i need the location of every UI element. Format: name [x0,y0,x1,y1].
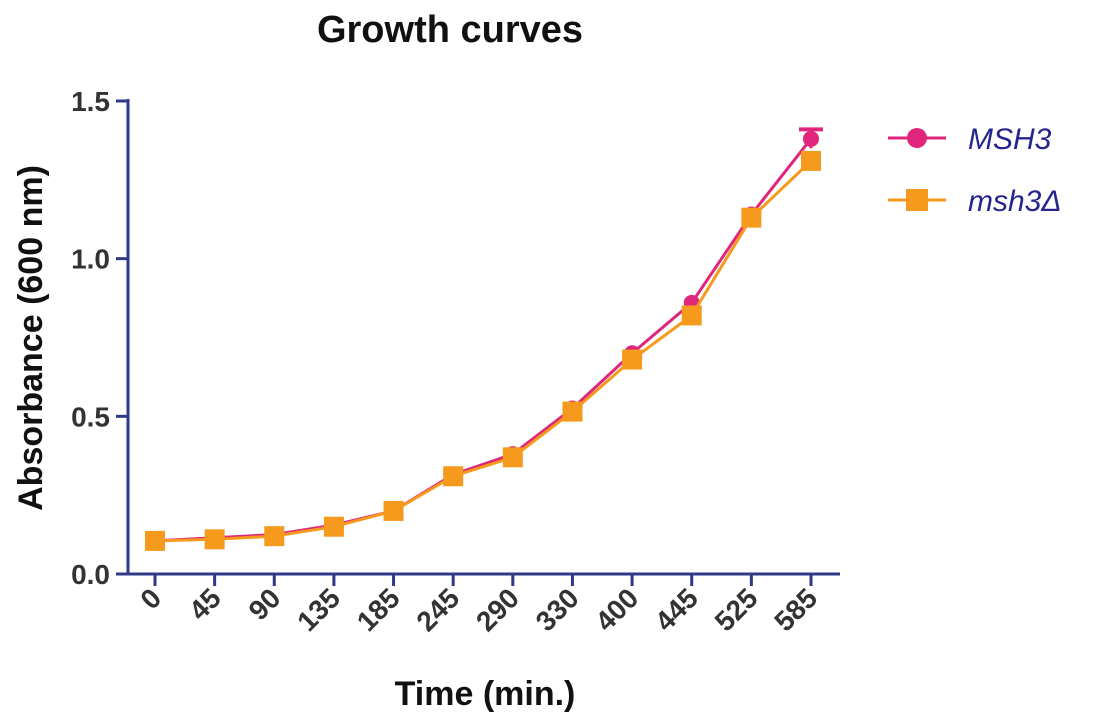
legend-item-1: MSH3 [888,123,1052,156]
data-point [323,516,344,537]
data-point [383,500,404,521]
x-tick-label: 0 [134,582,167,615]
legend-marker [906,189,928,211]
data-point [443,466,464,487]
data-point [145,530,165,551]
data-point [264,526,285,547]
x-tick-label: 185 [351,582,406,637]
data-point [803,130,819,147]
data-point [502,447,523,468]
x-tick-label: 585 [768,582,823,637]
legend-item-2: msh3Δ [888,185,1062,218]
y-tick-label: 1.5 [71,86,110,117]
y-axis-label: Absorbance (600 nm) [12,165,50,511]
legend-label: msh3Δ [968,185,1062,218]
legend-marker [907,128,927,148]
legend-label: MSH3 [968,123,1052,156]
x-tick-label: 45 [183,582,227,626]
chart-title: Growth curves [317,9,583,51]
y-tick-label: 0.5 [71,401,110,432]
series-line [154,159,813,543]
x-tick-label: 245 [410,582,465,637]
data-point [741,207,762,228]
series-2 [145,150,821,551]
x-tick-label: 400 [589,582,644,637]
data-point [562,401,583,422]
data-point [801,150,821,171]
data-point [204,529,225,550]
x-tick-label: 525 [709,582,764,637]
x-tick-label: 90 [243,582,287,626]
series-line [154,137,813,543]
x-tick-label: 135 [291,582,346,637]
x-tick-label: 330 [530,582,585,637]
x-tick-label: 445 [649,582,704,637]
y-tick-label: 1.0 [71,244,110,275]
series-1 [147,127,823,549]
x-axis-label: Time (min.) [395,675,576,713]
data-point [622,349,643,370]
x-tick-label: 290 [470,582,525,637]
y-tick-label: 0.0 [71,559,110,590]
series-layer [145,127,823,551]
axes: 0.0 0.5 1.0 1.5 0 45 90 135 185 245 290 330 400 445 52… [71,86,840,637]
legend: MSH3 msh3Δ [888,123,1062,218]
data-point [681,305,702,326]
